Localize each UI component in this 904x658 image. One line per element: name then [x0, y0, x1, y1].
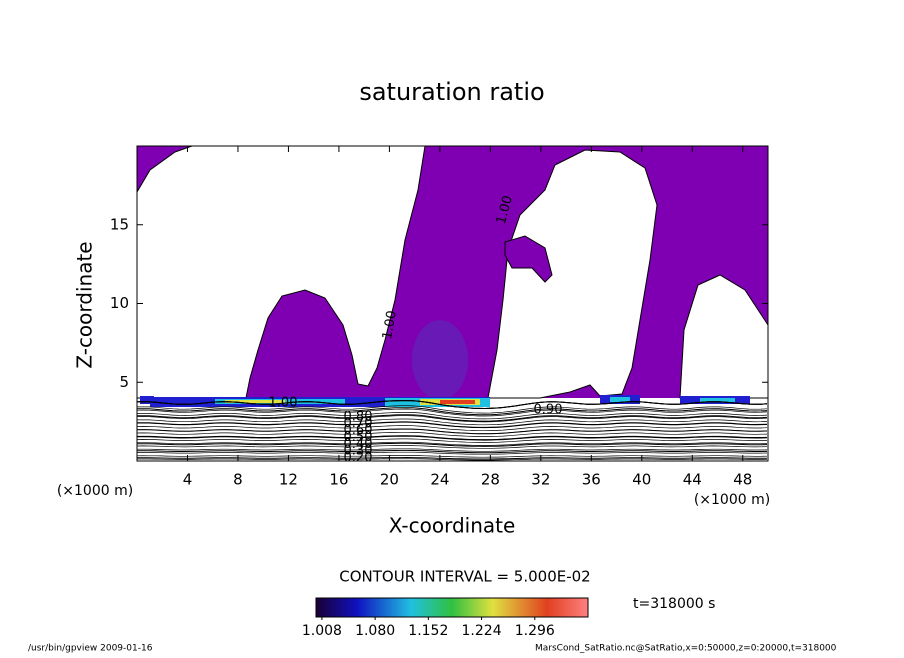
- contour-line-minor: [137, 455, 768, 458]
- plot-area: [137, 146, 768, 461]
- contour-label: 0.40: [344, 437, 373, 452]
- subsaturated-region: [679, 274, 768, 399]
- x-tick-label: 16: [329, 471, 348, 489]
- x-tick-label: 44: [683, 471, 702, 489]
- contour-line: [137, 435, 768, 441]
- x-tick-label: 48: [733, 471, 752, 489]
- contour-line-minor: [137, 405, 768, 414]
- contour-line-minor: [137, 445, 768, 449]
- footer-left: /usr/bin/gpview 2009-01-16: [28, 644, 153, 654]
- contour-label: 1.00: [269, 396, 298, 411]
- contour-interval: CONTOUR INTERVAL = 5.000E-02: [339, 568, 590, 586]
- contour-label: 0.90: [534, 402, 563, 417]
- y-tick-label: 5: [119, 373, 129, 391]
- y-tick-label: 10: [110, 294, 129, 312]
- colorbar-tick-label: 1.224: [462, 623, 502, 639]
- contour-lines: [137, 399, 768, 461]
- contour-label: 0.80: [344, 409, 373, 424]
- contour-line: [137, 456, 767, 460]
- contour-line-minor: [137, 451, 768, 455]
- contour-line: [137, 428, 768, 435]
- contour-label: 0.60: [344, 423, 373, 438]
- supersaturated-region: [504, 235, 553, 283]
- x-tick-label: 40: [632, 471, 651, 489]
- contour-line-minor: [137, 431, 768, 437]
- contour-label: 0.70: [344, 416, 373, 431]
- contour-line-minor: [137, 425, 768, 432]
- x-tick-label: 36: [582, 471, 601, 489]
- colorbar-tick-label: 1.008: [302, 623, 342, 639]
- contour-line: [137, 421, 768, 428]
- y-tick-label: 15: [110, 215, 129, 233]
- contour-label: 0.20: [344, 451, 373, 466]
- enhanced-region: [412, 320, 468, 400]
- contour-line-minor: [137, 441, 768, 446]
- x-tick-label: 20: [380, 471, 399, 489]
- contour-label: 1.00: [494, 194, 516, 226]
- x-unit-label: (×1000 m): [57, 483, 133, 499]
- contour-label: 0.50: [344, 430, 373, 445]
- contour-line-minor: [137, 418, 768, 426]
- contour-line: [137, 414, 768, 422]
- x-tick-label: 8: [233, 471, 243, 489]
- contour-line-minor: [137, 408, 768, 417]
- colorbar-tick-label: 1.080: [355, 623, 395, 639]
- x-tick-label: 24: [430, 471, 449, 489]
- chart-title: saturation ratio: [359, 78, 544, 106]
- y-axis-label: Z-coordinate: [73, 241, 97, 368]
- colorbar: [315, 597, 589, 618]
- contour-line: [137, 449, 768, 454]
- contour-line-minor: [137, 435, 768, 440]
- contour-line: [137, 399, 768, 410]
- x-tick-label: 4: [183, 471, 193, 489]
- contour-line: [137, 407, 768, 416]
- x-unit-label: (×1000 m): [694, 492, 770, 508]
- colorbar-tick-label: 1.152: [408, 623, 448, 639]
- x-axis-label: X-coordinate: [389, 514, 516, 538]
- contour-label: 0.30: [344, 444, 373, 459]
- contour-line-minor: [137, 458, 768, 461]
- contour-label: 1.00: [380, 309, 400, 340]
- subsaturated-region: [137, 146, 426, 399]
- footer-right: MarsCond_SatRatio.nc@SatRatio,x=0:50000,…: [535, 644, 837, 654]
- contour-line-minor: [137, 438, 768, 443]
- contour-line-minor: [137, 415, 768, 423]
- time-label: t=318000 s: [633, 596, 715, 612]
- x-tick-label: 32: [531, 471, 550, 489]
- contour-line-minor: [137, 412, 768, 420]
- contour-line: [137, 442, 768, 447]
- contour-line-minor: [137, 448, 768, 452]
- colorbar-tick-label: 1.296: [515, 623, 555, 639]
- x-tick-label: 28: [481, 471, 500, 489]
- x-tick-label: 12: [279, 471, 298, 489]
